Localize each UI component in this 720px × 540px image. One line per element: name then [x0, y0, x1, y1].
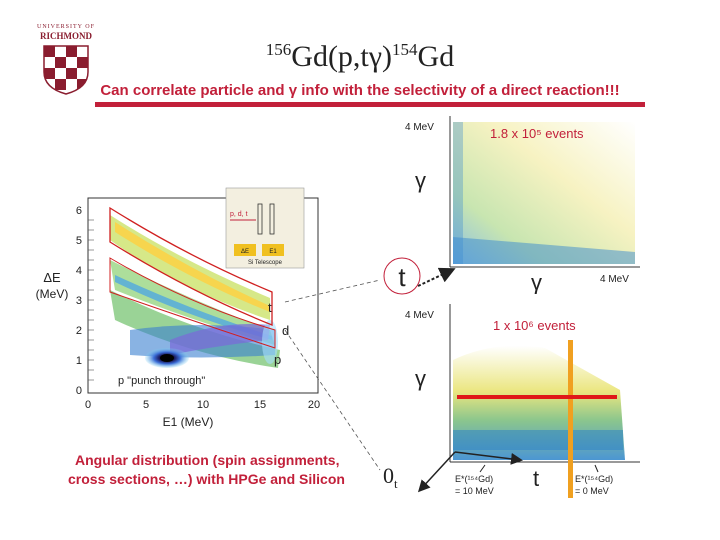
e-right-line2: = 0 MeV: [575, 486, 609, 496]
telescope-e: E1: [269, 249, 277, 255]
y-tick: 1: [76, 355, 82, 367]
university-logo: UNIVERSITY OF RICHMOND: [36, 24, 96, 98]
y-axis-label-unit: (MeV): [36, 287, 69, 301]
label-deuteron: d: [282, 323, 289, 338]
top-x-max: 4 MeV: [600, 274, 629, 285]
label-punch-through: p "punch through": [118, 375, 205, 387]
y-axis-label: ΔE: [43, 270, 61, 285]
top-x-label: γ: [531, 270, 542, 294]
telescope-caption: Si Telescope: [248, 260, 283, 266]
e-left-line1: E*(¹⁵⁴Gd): [455, 474, 493, 484]
x-tick: 15: [254, 399, 266, 411]
footer-line1: Angular distribution (spin assignments,: [75, 452, 340, 468]
y-tick: 5: [76, 235, 82, 247]
label-triton: t: [268, 300, 272, 315]
bottom-y-max: 4 MeV: [405, 310, 434, 321]
bottom-events: 1 x 10⁶ events: [493, 318, 576, 333]
x-tick: 10: [197, 399, 209, 411]
page-title: 156Gd(p,tγ)154Gd: [265, 40, 455, 73]
y-tick: 0: [76, 385, 82, 397]
e-right-line1: E*(¹⁵⁴Gd): [575, 474, 613, 484]
x-tick: 5: [143, 399, 149, 411]
x-tick: 0: [85, 399, 91, 411]
footer-line2: cross sections, …) with HPGe and Silicon: [68, 471, 345, 487]
shield-icon: [43, 45, 89, 95]
telescope-de: ΔE: [241, 249, 249, 255]
particle-id-plot: 6 5 4 3 2 1 0 0 5 10 15 20 ΔE (MeV) E1 (…: [36, 187, 320, 429]
x-tick: 20: [308, 399, 320, 411]
bottom-x-label: t: [533, 466, 539, 491]
logo-top-text: UNIVERSITY OF: [37, 24, 95, 30]
bottom-y-label: γ: [415, 366, 426, 391]
e0-gate-line: [568, 340, 573, 498]
y-tick: 6: [76, 205, 82, 217]
telescope-particles: p, d, t: [230, 211, 248, 218]
gamma-triton-matrix: 4 MeV γ t 1 x 10⁶ events E*(¹⁵⁴Gd) = 10 …: [405, 304, 640, 498]
subtitle: Can correlate particle and γ info with t…: [100, 82, 620, 99]
logo-name: RICHMOND: [40, 31, 92, 41]
y-tick: 3: [76, 295, 82, 307]
gamma-gate-line: [457, 395, 617, 399]
label-proton: p: [274, 352, 281, 367]
title-divider: [95, 102, 645, 107]
x-axis-label: E1 (MeV): [163, 415, 214, 429]
gamma-gamma-matrix: 4 MeV γ γ 4 MeV 1.8 x 10⁵ events: [405, 116, 640, 294]
top-y-label: γ: [415, 168, 426, 193]
top-events: 1.8 x 10⁵ events: [490, 126, 584, 141]
e-left-line2: = 10 MeV: [455, 486, 494, 496]
top-y-max: 4 MeV: [405, 122, 434, 133]
y-tick: 4: [76, 265, 82, 277]
y-tick: 2: [76, 325, 82, 337]
